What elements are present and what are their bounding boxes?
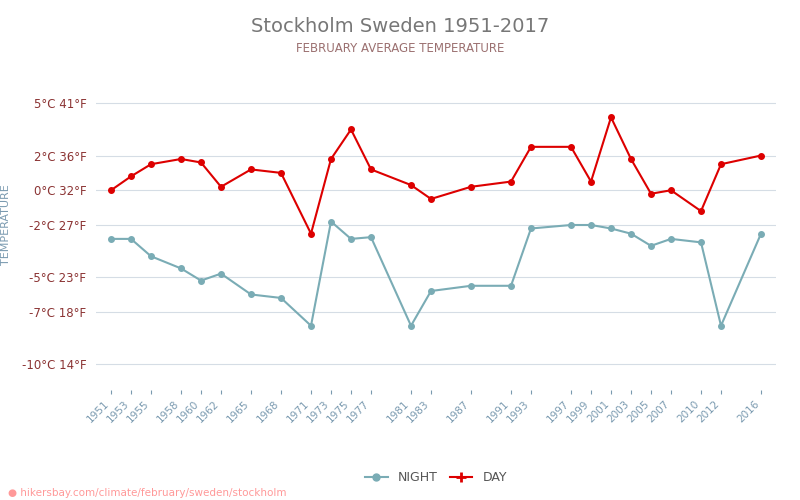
Text: ● hikersbay.com/climate/february/sweden/stockholm: ● hikersbay.com/climate/february/sweden/… (8, 488, 286, 498)
Text: Stockholm Sweden 1951-2017: Stockholm Sweden 1951-2017 (251, 18, 549, 36)
Y-axis label: TEMPERATURE: TEMPERATURE (1, 184, 10, 266)
Text: FEBRUARY AVERAGE TEMPERATURE: FEBRUARY AVERAGE TEMPERATURE (296, 42, 504, 56)
Legend: NIGHT, DAY: NIGHT, DAY (360, 466, 512, 489)
